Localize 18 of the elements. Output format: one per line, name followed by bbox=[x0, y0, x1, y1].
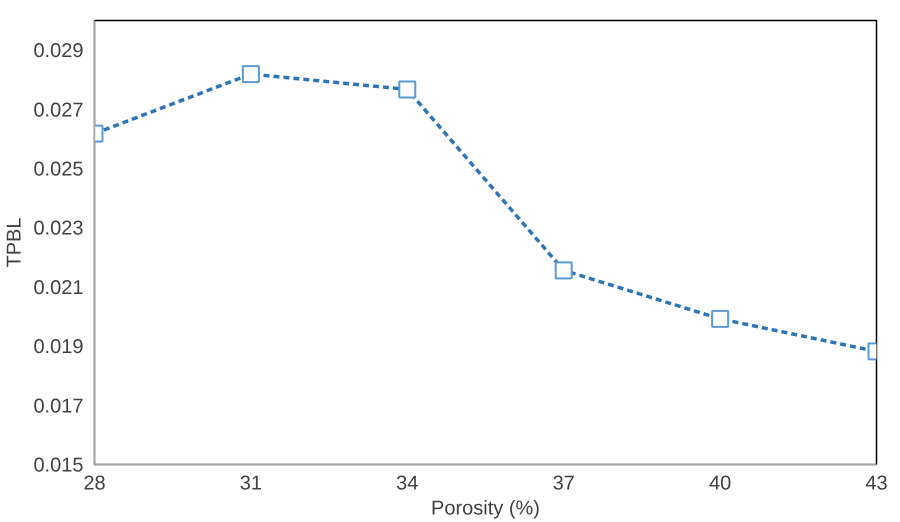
x-tick-label: 43 bbox=[865, 472, 888, 494]
y-tick-label: 0.021 bbox=[33, 276, 84, 299]
x-tick-label: 28 bbox=[83, 472, 106, 494]
point bbox=[398, 80, 416, 98]
y-tick-label: 0.023 bbox=[33, 218, 84, 240]
y-tick-label: 0.027 bbox=[33, 99, 84, 122]
point bbox=[554, 261, 573, 280]
x-tick-label: 31 bbox=[240, 472, 262, 494]
y-tick-label: 0.029 bbox=[33, 40, 84, 62]
x-axis-title: Porosity (%) bbox=[431, 498, 540, 520]
y-tick-label: 0.019 bbox=[33, 336, 84, 358]
x-tick-label: 34 bbox=[396, 472, 418, 494]
y-axis-title: TPBL bbox=[3, 217, 26, 268]
y-tick-label: 0.017 bbox=[33, 395, 84, 418]
x-tick-label: 40 bbox=[708, 472, 732, 494]
y-tick-label: 0.015 bbox=[33, 454, 84, 476]
x-tick-label: 37 bbox=[552, 472, 575, 494]
y-tick-label: 0.025 bbox=[33, 158, 84, 180]
